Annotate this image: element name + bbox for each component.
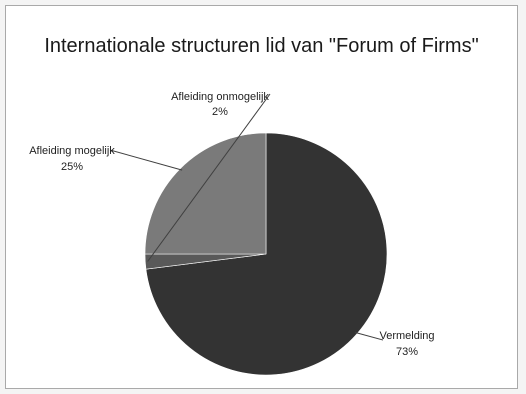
slice-label: Vermelding (379, 330, 434, 342)
slice-percentage: 25% (61, 161, 83, 173)
leader-line (147, 93, 271, 262)
chart-title: Internationale structuren lid van "Forum… (44, 35, 479, 57)
slice-percentage: 2% (212, 106, 228, 118)
pie-slice-afleiding-mogelijk (144, 132, 267, 255)
leader-line (109, 149, 183, 171)
slice-label: Afleiding onmogelijk (171, 91, 269, 103)
pie-slices (144, 132, 388, 376)
slice-percentage: 73% (396, 346, 418, 358)
slice-labels: Vermelding 73% Afleiding onmogelijk 2% Aflei… (29, 91, 434, 358)
leader-line (354, 331, 384, 341)
pie-slice-vermelding (145, 132, 388, 376)
slice-label: Afleiding mogelijk (29, 145, 115, 157)
leader-lines (109, 93, 384, 341)
